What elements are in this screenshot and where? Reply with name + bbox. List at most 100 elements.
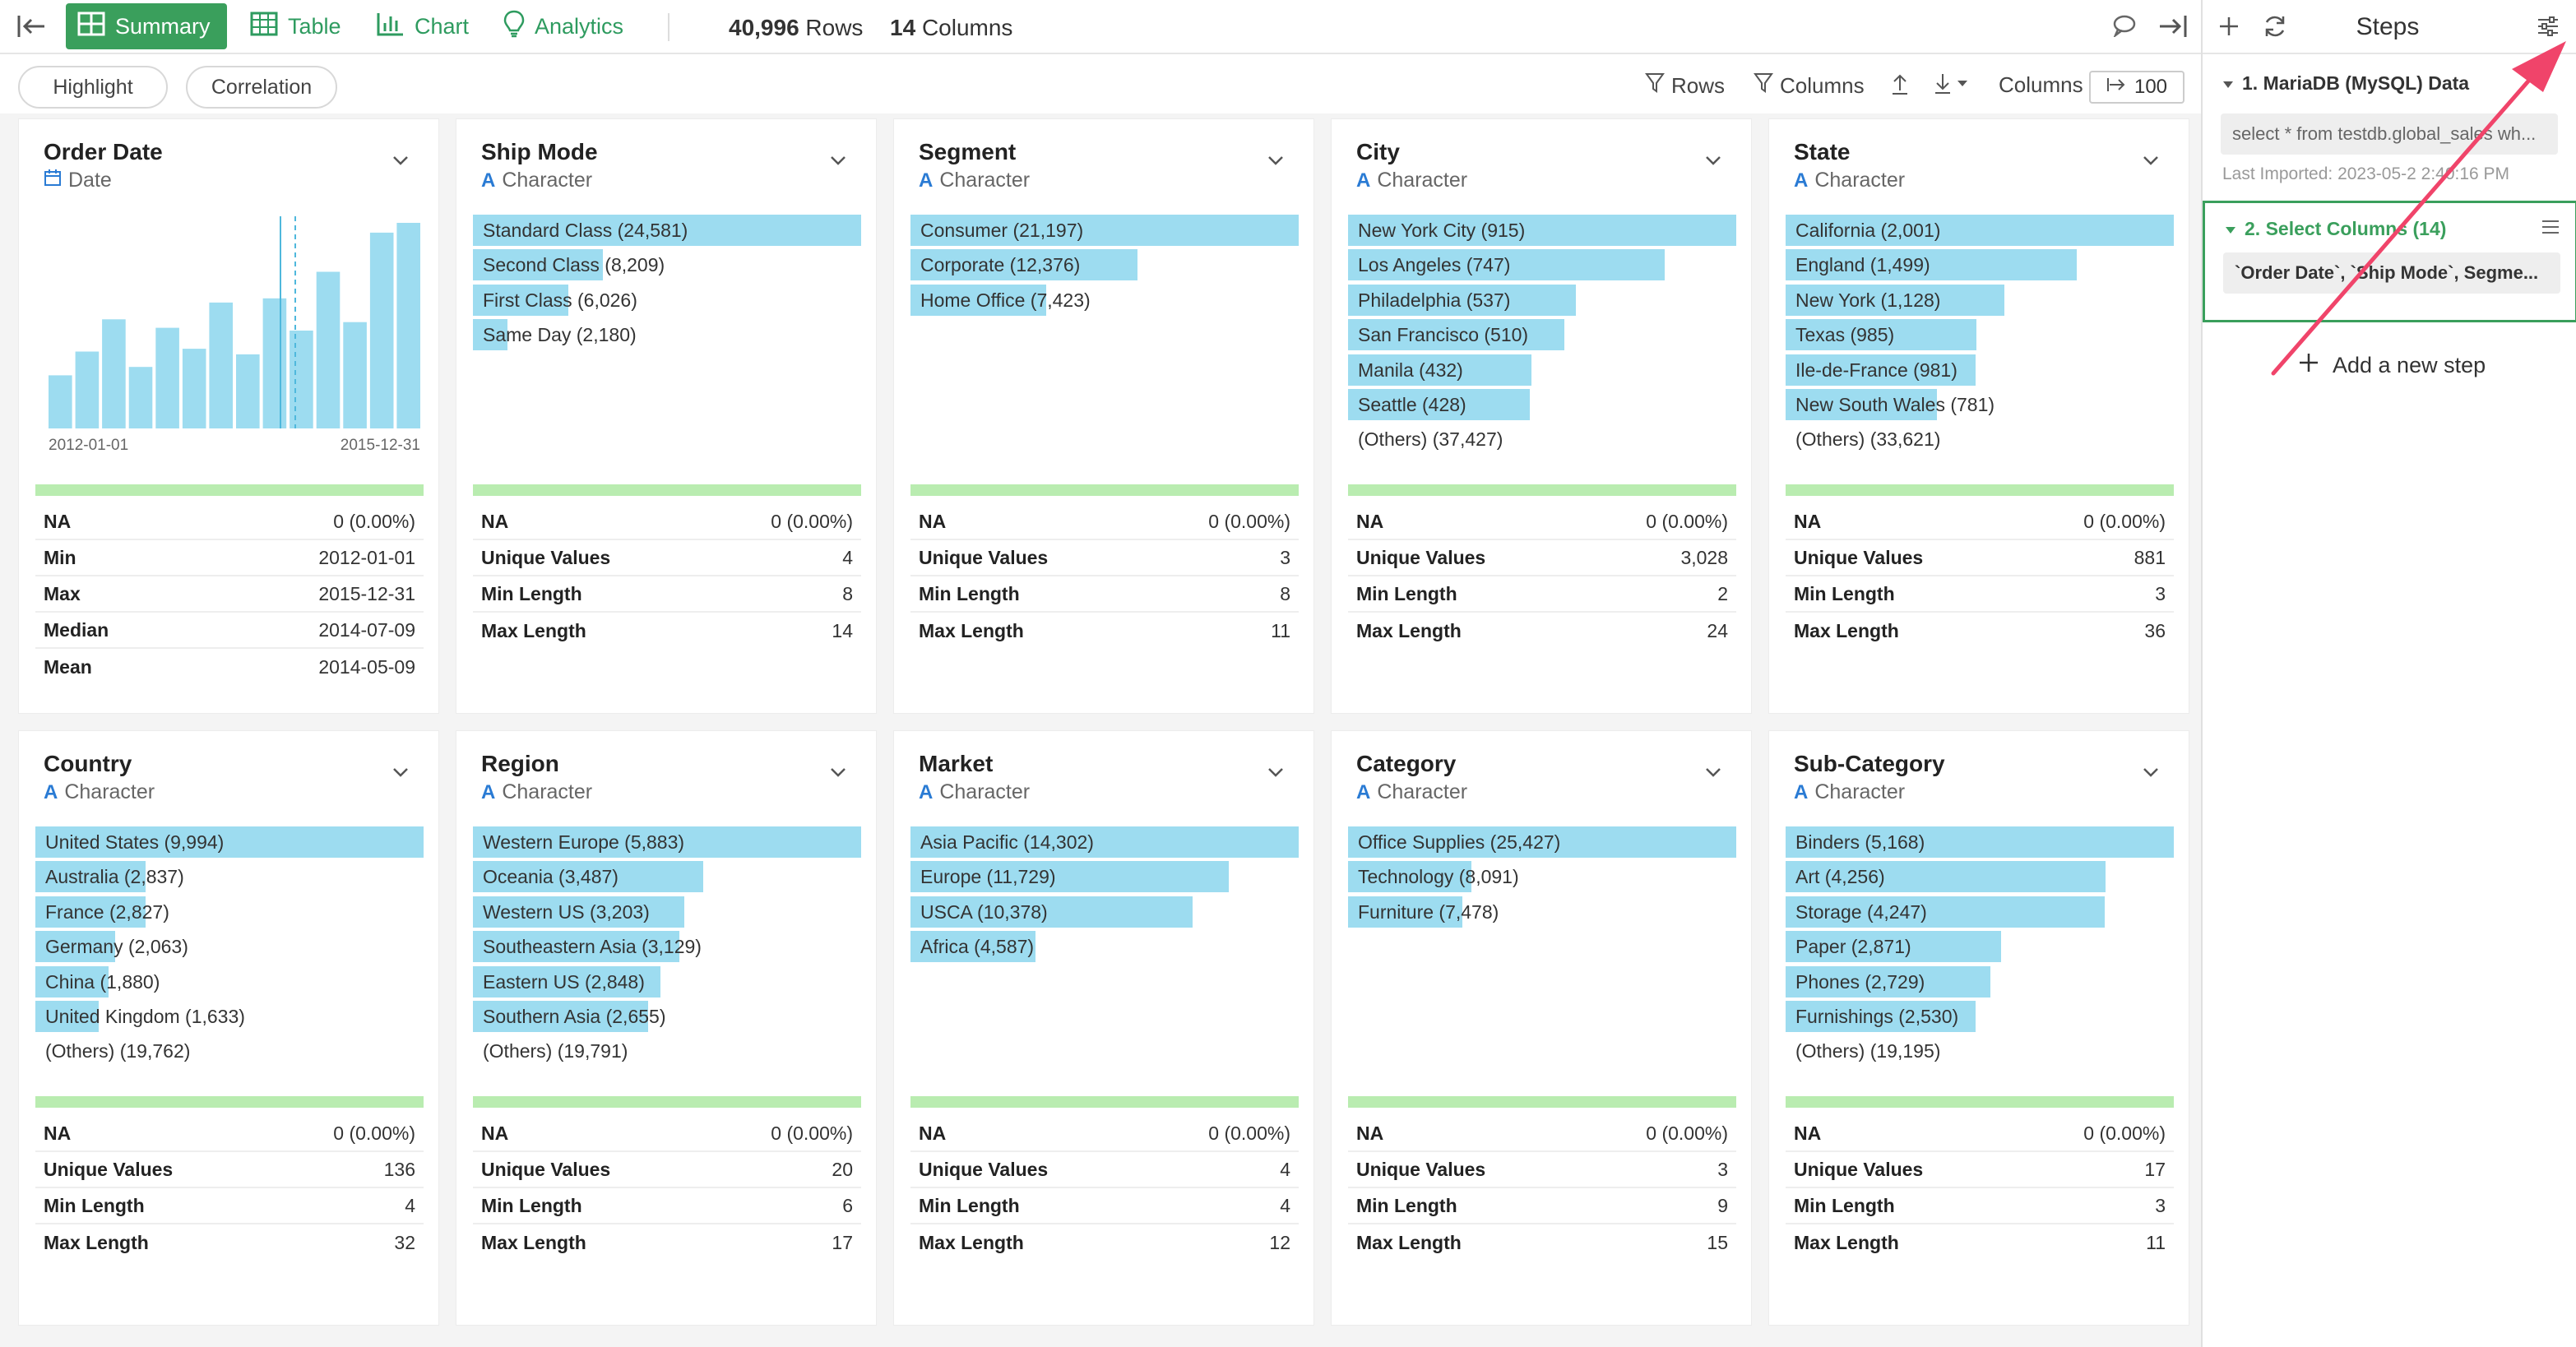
value-frequency-item[interactable]: (Others) (33,621) xyxy=(1786,424,2174,458)
histogram-bar[interactable] xyxy=(236,354,260,428)
value-frequency-item[interactable]: China (1,880) xyxy=(35,965,424,1001)
value-frequency-item[interactable]: Texas (985) xyxy=(1786,319,2174,354)
value-frequency-item[interactable]: (Others) (37,427) xyxy=(1348,424,1736,458)
tab-chart[interactable]: Chart xyxy=(365,3,480,49)
columns-limit-input[interactable]: 100 xyxy=(2089,71,2185,104)
value-frequency-item[interactable]: (Others) (19,195) xyxy=(1786,1035,2174,1070)
column-card[interactable]: Category A Character Office Supplies (25,42… xyxy=(1331,730,1752,1326)
value-frequency-item[interactable]: New York City (915) xyxy=(1348,215,1736,249)
value-frequency-item[interactable]: Manila (432) xyxy=(1348,354,1736,389)
chevron-down-icon[interactable] xyxy=(1702,149,1725,172)
column-card[interactable]: State A Character California (2,001) England… xyxy=(1768,118,2189,714)
value-frequency-item[interactable]: England (1,499) xyxy=(1786,249,2174,284)
value-frequency-item[interactable]: New York (1,128) xyxy=(1786,284,2174,319)
value-frequency-item[interactable]: Western Europe (5,883) xyxy=(473,826,861,861)
value-frequency-item[interactable]: France (2,827) xyxy=(35,896,424,931)
histogram-bar[interactable] xyxy=(262,298,287,428)
value-frequency-item[interactable]: Europe (11,729) xyxy=(910,861,1299,896)
histogram-bar[interactable] xyxy=(396,223,420,428)
value-frequency-item[interactable]: Ile-de-France (981) xyxy=(1786,354,2174,389)
histogram-bar[interactable] xyxy=(128,367,153,428)
histogram-bar[interactable] xyxy=(182,349,206,428)
value-frequency-item[interactable]: Consumer (21,197) xyxy=(910,215,1299,249)
value-frequency-item[interactable]: Los Angeles (747) xyxy=(1348,249,1736,284)
value-frequency-item[interactable]: Standard Class (24,581) xyxy=(473,215,861,249)
value-frequency-item[interactable]: Corporate (12,376) xyxy=(910,249,1299,284)
chevron-down-icon[interactable] xyxy=(1264,149,1287,172)
column-card[interactable]: Segment A Character Consumer (21,197) Corpor… xyxy=(893,118,1314,714)
expand-right-icon[interactable] xyxy=(2157,12,2189,41)
comment-icon[interactable] xyxy=(2110,12,2138,39)
histogram-bar[interactable] xyxy=(290,331,313,428)
value-frequency-item[interactable]: Southeastern Asia (3,129) xyxy=(473,931,861,965)
chevron-down-icon[interactable] xyxy=(389,149,412,172)
column-card[interactable]: Market A Character Asia Pacific (14,302) Eur… xyxy=(893,730,1314,1326)
sliders-settings-icon[interactable] xyxy=(2533,12,2563,41)
chevron-down-icon[interactable] xyxy=(389,761,412,784)
value-frequency-item[interactable]: Asia Pacific (14,302) xyxy=(910,826,1299,861)
hamburger-menu-icon[interactable] xyxy=(2541,218,2564,241)
histogram-bar[interactable] xyxy=(102,319,126,428)
value-frequency-item[interactable]: Africa (4,587) xyxy=(910,931,1299,965)
tab-table[interactable]: Table xyxy=(239,3,354,49)
histogram-bar[interactable] xyxy=(369,232,394,428)
value-frequency-item[interactable]: San Francisco (510) xyxy=(1348,319,1736,354)
step-item[interactable]: 1. MariaDB (MySQL) Data select * from te… xyxy=(2203,64,2576,196)
correlation-button[interactable]: Correlation xyxy=(186,66,337,109)
chevron-down-icon[interactable] xyxy=(827,761,850,784)
value-frequency-item[interactable]: (Others) (19,762) xyxy=(35,1035,424,1070)
value-frequency-item[interactable]: Southern Asia (2,655) xyxy=(473,1000,861,1035)
chevron-down-icon[interactable] xyxy=(2139,149,2162,172)
column-card[interactable]: Sub-Category A Character Binders (5,168) Art… xyxy=(1768,730,2189,1326)
value-frequency-item[interactable]: USCA (10,378) xyxy=(910,896,1299,931)
value-frequency-item[interactable]: United Kingdom (1,633) xyxy=(35,1000,424,1035)
value-frequency-item[interactable]: California (2,001) xyxy=(1786,215,2174,249)
sort-ascending-icon[interactable] xyxy=(1890,72,1910,95)
value-frequency-item[interactable]: Philadelphia (537) xyxy=(1348,284,1736,319)
value-frequency-item[interactable]: Furniture (7,478) xyxy=(1348,896,1736,931)
histogram-bar[interactable] xyxy=(343,322,367,428)
histogram-bar[interactable] xyxy=(155,327,179,428)
tab-summary[interactable]: Summary xyxy=(66,3,227,49)
value-frequency-item[interactable]: Furnishings (2,530) xyxy=(1786,1000,2174,1035)
value-frequency-item[interactable]: Eastern US (2,848) xyxy=(473,965,861,1001)
column-card[interactable]: Ship Mode A Character Standard Class (24,58… xyxy=(456,118,877,714)
value-frequency-item[interactable]: Australia (2,837) xyxy=(35,861,424,896)
rows-filter-button[interactable]: Rows xyxy=(1645,72,1725,100)
chevron-down-icon[interactable] xyxy=(2139,761,2162,784)
refresh-icon[interactable] xyxy=(2260,12,2290,41)
value-frequency-item[interactable]: Western US (3,203) xyxy=(473,896,861,931)
step-item-selected[interactable]: 2. Select Columns (14) `Order Date`, `Sh… xyxy=(2203,201,2576,322)
value-frequency-item[interactable]: Germany (2,063) xyxy=(35,931,424,965)
columns-filter-button[interactable]: Columns xyxy=(1754,72,1865,100)
value-frequency-item[interactable]: Phones (2,729) xyxy=(1786,965,2174,1001)
highlight-button[interactable]: Highlight xyxy=(18,66,168,109)
column-card[interactable]: Country A Character United States (9,994) Au… xyxy=(18,730,439,1326)
value-frequency-item[interactable]: Same Day (2,180) xyxy=(473,319,861,354)
value-frequency-item[interactable]: New South Wales (781) xyxy=(1786,388,2174,424)
value-frequency-item[interactable]: Home Office (7,423) xyxy=(910,284,1299,319)
histogram-bar[interactable] xyxy=(75,351,100,429)
plus-icon[interactable] xyxy=(2214,12,2244,41)
histogram-bar[interactable] xyxy=(316,271,341,429)
column-card[interactable]: City A Character New York City (915) Los Ang… xyxy=(1331,118,1752,714)
value-frequency-item[interactable]: Technology (8,091) xyxy=(1348,861,1736,896)
column-card[interactable]: Region A Character Western Europe (5,883) Oc… xyxy=(456,730,877,1326)
value-frequency-item[interactable]: First Class (6,026) xyxy=(473,284,861,319)
value-frequency-item[interactable]: Oceania (3,487) xyxy=(473,861,861,896)
chevron-down-icon[interactable] xyxy=(1702,761,1725,784)
collapse-left-icon[interactable] xyxy=(15,12,48,41)
value-frequency-item[interactable]: Office Supplies (25,427) xyxy=(1348,826,1736,861)
histogram-bar[interactable] xyxy=(209,302,233,428)
add-new-step-button[interactable]: Add a new step xyxy=(2298,352,2486,379)
column-card[interactable]: Order Date Date 2012-01-01 2015-12-31 NA 0 (0… xyxy=(18,118,439,714)
chevron-down-icon[interactable] xyxy=(1264,761,1287,784)
value-frequency-item[interactable]: United States (9,994) xyxy=(35,826,424,861)
tab-analytics[interactable]: Analytics xyxy=(492,3,640,49)
value-frequency-item[interactable]: Paper (2,871) xyxy=(1786,931,2174,965)
value-frequency-item[interactable]: Binders (5,168) xyxy=(1786,826,2174,861)
value-frequency-item[interactable]: Art (4,256) xyxy=(1786,861,2174,896)
value-frequency-item[interactable]: Seattle (428) xyxy=(1348,388,1736,424)
histogram-bar[interactable] xyxy=(49,375,72,428)
sort-descending-icon[interactable] xyxy=(1933,72,1971,95)
